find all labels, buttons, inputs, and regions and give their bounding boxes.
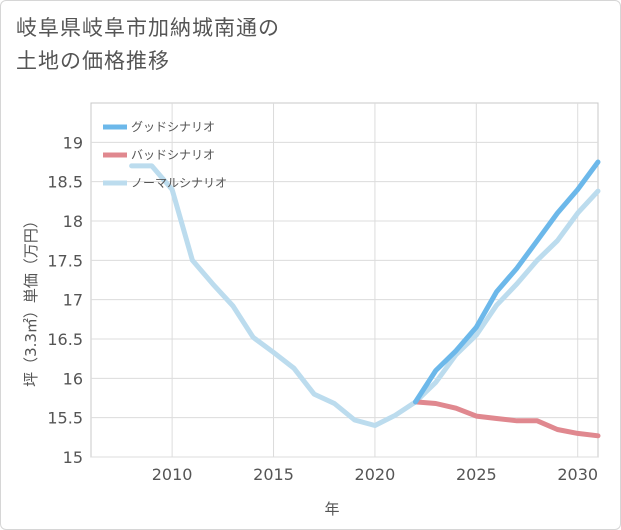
series-line-2 xyxy=(129,163,601,428)
chart-title-line1: 岐阜県岐阜市加納城南通の xyxy=(16,16,280,40)
y-tick-label: 18 xyxy=(63,212,83,231)
x-tick-labels: 2010 2015 2020 2025 2030 xyxy=(152,465,598,484)
legend-label: グッドシナリオ xyxy=(131,120,215,134)
y-tick-label: 19 xyxy=(63,133,83,152)
y-tick-label: 17.5 xyxy=(47,251,83,270)
series-lines xyxy=(129,159,601,439)
legend-label: バッドシナリオ xyxy=(131,148,215,162)
x-tick-label: 2030 xyxy=(557,465,598,484)
plot-area xyxy=(90,102,599,458)
series-line-0 xyxy=(413,159,601,405)
chart-title: 岐阜県岐阜市加納城南通の 土地の価格推移 xyxy=(16,12,280,78)
series-line-1 xyxy=(413,399,601,439)
y-tick-labels: 15 15.5 16 16.5 17 17.5 18 18.5 19 xyxy=(47,133,83,467)
x-tick-label: 2010 xyxy=(152,465,193,484)
x-tick-label: 2020 xyxy=(355,465,396,484)
y-tick-label: 17 xyxy=(63,291,83,310)
y-axis-label: 坪（3.3㎡）単価（万円） xyxy=(22,213,40,387)
y-tick-label: 16.5 xyxy=(47,330,83,349)
grid-lines xyxy=(91,103,598,458)
y-tick-label: 15.5 xyxy=(47,409,83,428)
x-tick-label: 2025 xyxy=(456,465,497,484)
chart-title-line2: 土地の価格推移 xyxy=(16,49,170,73)
x-axis-label: 年 xyxy=(324,500,339,518)
x-tick-label: 2015 xyxy=(253,465,294,484)
y-tick-label: 16 xyxy=(63,369,83,388)
y-tick-label: 18.5 xyxy=(47,173,83,192)
y-tick-label: 15 xyxy=(63,448,83,467)
legend-label: ノーマルシナリオ xyxy=(131,176,227,190)
